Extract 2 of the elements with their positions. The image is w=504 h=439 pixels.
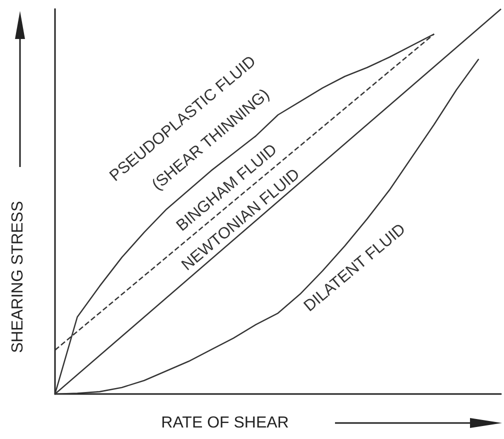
y-axis-title: SHEARING STRESS	[10, 200, 26, 354]
x-axis-title: RATE OF SHEAR	[161, 414, 289, 432]
